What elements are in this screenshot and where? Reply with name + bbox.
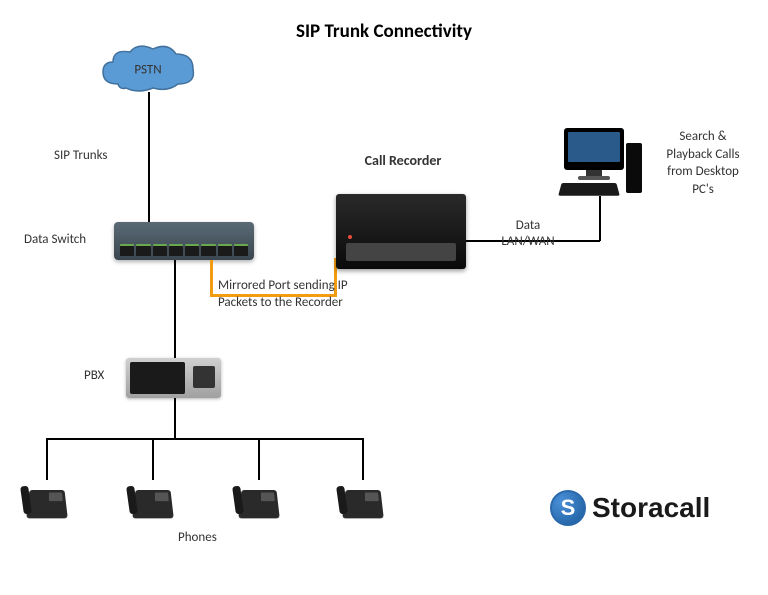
data-switch-label: Data Switch [24,232,86,247]
call-recorder-device [336,194,466,269]
pc-desc-line2: Playback Calls [648,146,758,164]
pbx-device [126,358,221,398]
data-switch-device [114,222,254,260]
logo-text: Storacall [592,492,710,524]
pc-desc: Search & Playback Calls from Desktop PC'… [648,128,758,198]
mirrored-port-label: Mirrored Port sending IP Packets to the … [218,278,358,312]
pc-desc-line1: Search & [648,128,758,146]
edge-phones-bus [46,438,362,440]
edge-phone4 [362,438,364,480]
data-lanwan-label-1: Data [488,218,568,233]
edge-pbx-down [174,398,176,438]
edge-recorder-pc-v [599,196,601,241]
pstn-cloud: PSTN [98,44,198,96]
phone-4 [338,480,388,522]
pc-desc-line3: from Desktop [648,163,758,181]
pbx-label: PBX [84,368,104,383]
desktop-pc [554,128,644,198]
phone-3 [234,480,284,522]
edge-phone3 [258,438,260,480]
diagram-title: SIP Trunk Connectivity [0,20,768,43]
phone-1 [22,480,72,522]
sip-trunks-label: SIP Trunks [54,148,108,163]
edge-switch-pbx [174,260,176,358]
edge-mirror-v [210,260,213,296]
edge-phone2 [152,438,154,480]
pstn-label: PSTN [134,63,161,78]
logo-s-icon: S [550,490,586,526]
call-recorder-label: Call Recorder [358,153,448,170]
storacall-logo: S Storacall [550,490,710,526]
edge-phone1 [46,438,48,480]
phone-2 [128,480,178,522]
data-lanwan-label-2: LAN/WAN [488,234,568,249]
edge-pstn-switch [148,92,150,222]
phones-label: Phones [178,530,217,545]
pc-desc-line4: PC's [648,181,758,199]
